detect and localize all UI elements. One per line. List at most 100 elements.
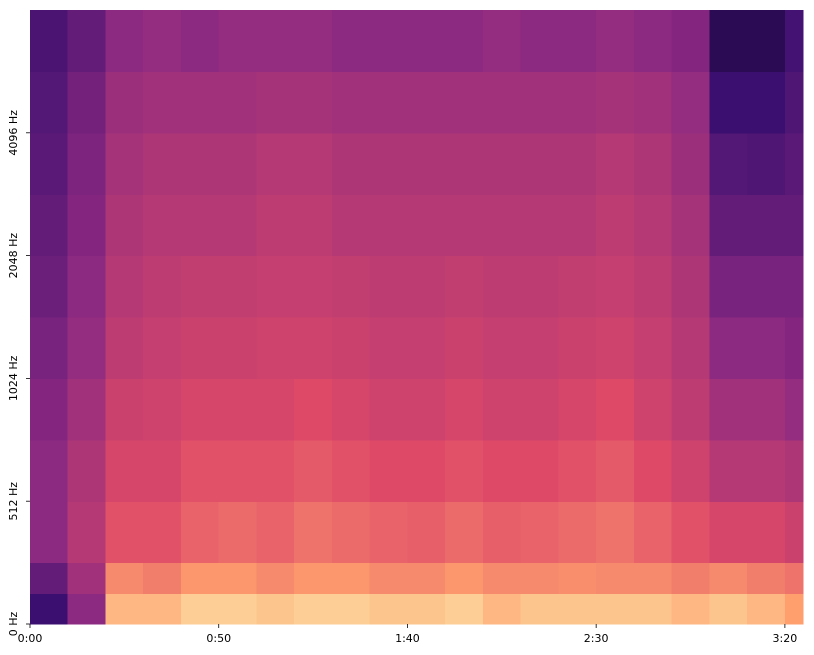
- cell: [671, 317, 710, 379]
- cell: [256, 194, 295, 257]
- y-tick-label: 1024 Hz: [7, 355, 20, 401]
- cell: [369, 317, 409, 379]
- cell: [30, 501, 69, 564]
- cell: [520, 501, 560, 564]
- cell: [369, 439, 409, 502]
- cell: [671, 71, 710, 134]
- cell: [482, 378, 522, 441]
- cell: [67, 10, 107, 72]
- cell: [558, 132, 597, 195]
- cell: [331, 10, 371, 72]
- cell: [218, 593, 258, 625]
- cell: [256, 593, 295, 625]
- cell: [445, 132, 484, 195]
- cell: [747, 10, 786, 72]
- cell: [30, 378, 69, 441]
- cell: [445, 317, 484, 379]
- cell: [784, 255, 804, 318]
- cell: [558, 593, 597, 625]
- cell: [747, 132, 786, 195]
- cell: [331, 378, 371, 441]
- cell: [747, 593, 786, 625]
- cell: [331, 317, 371, 379]
- cell: [143, 439, 182, 502]
- cell: [30, 593, 69, 625]
- y-tick-label: 512 Hz: [7, 482, 20, 521]
- cell: [633, 439, 673, 502]
- cell: [218, 562, 258, 594]
- cell: [105, 378, 144, 441]
- cell: [294, 255, 333, 318]
- cell: [143, 71, 182, 134]
- cell: [671, 132, 710, 195]
- cell: [747, 439, 786, 502]
- cell: [143, 317, 182, 379]
- cell: [784, 593, 804, 625]
- cell: [747, 501, 786, 564]
- x-tick-label: 2:30: [584, 632, 609, 645]
- cell: [105, 71, 144, 134]
- cell: [369, 501, 409, 564]
- spectrogram: [30, 10, 804, 625]
- cell: [407, 562, 446, 594]
- cell: [596, 439, 635, 502]
- cell: [180, 317, 220, 379]
- cell: [407, 194, 446, 257]
- cell: [709, 593, 748, 625]
- cell: [407, 439, 446, 502]
- cell: [407, 255, 446, 318]
- cell: [520, 194, 560, 257]
- cell: [709, 10, 748, 72]
- cell: [67, 132, 107, 195]
- cell: [709, 562, 748, 594]
- x-tick-label: 3:20: [773, 632, 798, 645]
- cell: [709, 132, 748, 195]
- cell: [67, 71, 107, 134]
- cell: [67, 593, 107, 625]
- y-tick-label: 4096 Hz: [7, 110, 20, 156]
- cell: [180, 194, 220, 257]
- cell: [369, 378, 409, 441]
- cell: [784, 501, 804, 564]
- cell: [482, 255, 522, 318]
- cell: [558, 194, 597, 257]
- cell: [633, 317, 673, 379]
- cell: [105, 10, 144, 72]
- cell: [558, 378, 597, 441]
- cell: [105, 439, 144, 502]
- cell: [294, 194, 333, 257]
- cell: [143, 593, 182, 625]
- cell: [520, 10, 560, 72]
- cell: [407, 593, 446, 625]
- axes: 0:00 0:50 1:40 2:30 3:20 0 Hz 512 Hz 1024 Hz 204…: [7, 110, 797, 645]
- cell: [256, 378, 295, 441]
- cell: [482, 10, 522, 72]
- cell: [520, 255, 560, 318]
- cell: [143, 378, 182, 441]
- cell: [331, 255, 371, 318]
- cell: [482, 71, 522, 134]
- cell: [445, 10, 484, 72]
- cell: [331, 593, 371, 625]
- y-tick-label: 2048 Hz: [7, 233, 20, 279]
- cell: [520, 71, 560, 134]
- cell: [331, 132, 371, 195]
- cell: [558, 10, 597, 72]
- cell: [784, 439, 804, 502]
- cell: [671, 194, 710, 257]
- cell: [30, 132, 69, 195]
- cell: [482, 501, 522, 564]
- cell: [67, 378, 107, 441]
- cell: [218, 439, 258, 502]
- cell: [180, 378, 220, 441]
- x-tick-label: 0:00: [18, 632, 43, 645]
- cell: [671, 378, 710, 441]
- cell: [709, 255, 748, 318]
- cell: [633, 593, 673, 625]
- cell: [558, 317, 597, 379]
- cell: [180, 501, 220, 564]
- cell: [180, 439, 220, 502]
- cell: [784, 378, 804, 441]
- cell: [747, 378, 786, 441]
- cell: [520, 378, 560, 441]
